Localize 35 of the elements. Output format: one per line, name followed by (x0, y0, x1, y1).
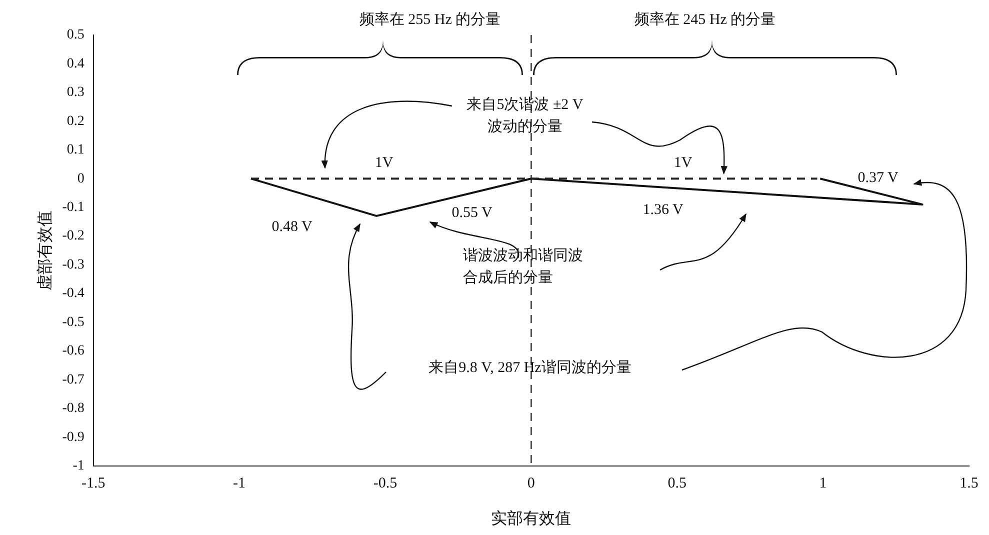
y-tick-label: 0 (77, 171, 84, 186)
text: 频率在 245 Hz 的分量 (633, 10, 777, 30)
x-tick-label: 0 (527, 476, 535, 492)
x-tick-label: 1 (819, 476, 827, 492)
y-tick-label: -0.9 (62, 430, 84, 445)
y-tick-label: 0.4 (66, 56, 84, 72)
annotation: 0.55 V (450, 204, 494, 223)
y-tick-label: -0.5 (62, 314, 84, 330)
annotation: 1V (672, 154, 694, 173)
x-tick-label: 1.5 (960, 476, 978, 492)
annotation: 来自9.8 V, 287 Hz谐同波的分量 (428, 358, 632, 378)
y-tick-label: -0.8 (62, 401, 84, 416)
y-tick-label: -0.3 (62, 257, 84, 272)
y-tick-label: -0.4 (62, 286, 84, 302)
y-tick-label: -0.1 (62, 200, 84, 215)
x-tick-label: 0.5 (668, 476, 686, 492)
y-axis-title: 虚部有效值 (36, 210, 54, 290)
y-tick-label: 0.2 (66, 114, 84, 129)
x-tick-label: -0.5 (373, 476, 398, 492)
annotation: 1V (374, 154, 394, 173)
annotation: 0.48 V (270, 218, 314, 237)
y-tick-label: -0.6 (62, 344, 84, 359)
x-tick-label: -1 (233, 476, 246, 492)
x-tick-label: -1.5 (81, 476, 106, 492)
x-axis-title: 实部有效值 (491, 510, 572, 528)
annotation: 0.37 V (856, 169, 900, 188)
y-tick-label: -0.7 (62, 372, 84, 388)
y-tick-label: -1 (72, 458, 84, 474)
y-tick-label: 0.1 (66, 142, 84, 158)
annotation: 来自5次谐波 ±2 V 波动的分量 (466, 96, 584, 137)
y-tick-label: 0.5 (66, 28, 84, 43)
y-tick-label: -0.2 (62, 228, 84, 244)
text: 频率在 255 Hz 的分量 (358, 10, 502, 30)
annotation: 1.36 V (642, 201, 684, 220)
y-tick-label: 0.3 (66, 85, 84, 100)
